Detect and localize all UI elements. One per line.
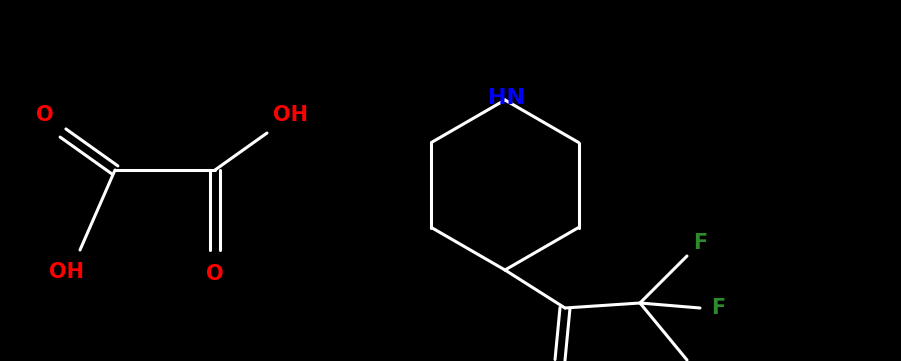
Text: F: F <box>711 298 725 318</box>
Text: O: O <box>206 264 223 284</box>
Text: OH: OH <box>50 262 85 282</box>
Text: O: O <box>36 105 54 125</box>
Text: HN: HN <box>488 88 525 108</box>
Text: F: F <box>693 233 707 253</box>
Text: OH: OH <box>272 105 307 125</box>
